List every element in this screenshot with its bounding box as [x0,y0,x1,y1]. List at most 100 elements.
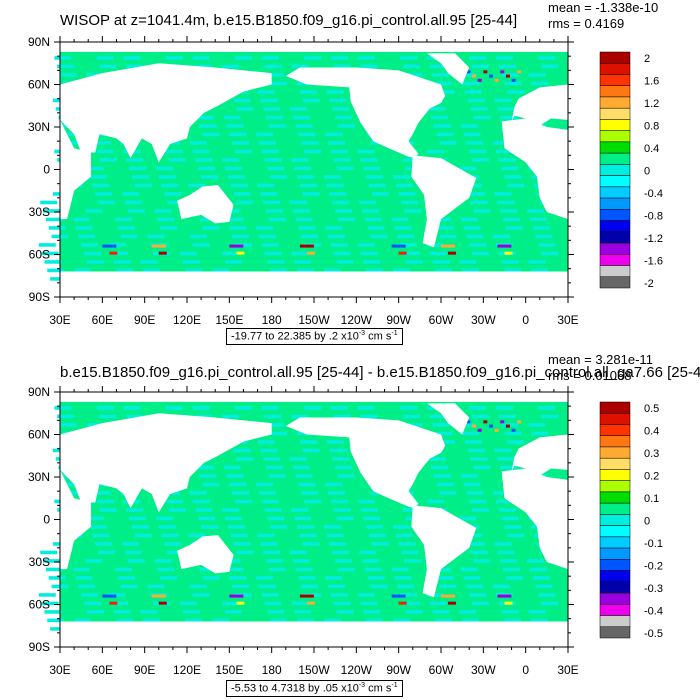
x-tick-label: 90E [134,313,155,327]
land-mass [60,413,272,513]
land-mass [285,417,446,509]
ocean-band [435,618,453,623]
colorbar-swatch [599,424,631,436]
anomaly-patch [488,74,493,78]
ocean-band [258,491,276,495]
ocean-band [304,499,322,504]
ocean-band [98,200,116,205]
ocean-band [436,576,454,580]
ocean-band [472,251,489,256]
ocean-band [258,141,276,145]
panel-2-rms: rms = 0.01068 [548,368,632,383]
y-tick-label: 90N [28,385,50,399]
anomaly-patch [102,594,117,598]
colorbar-swatch [599,254,631,266]
colorbar-swatch [599,480,631,493]
ocean-band [110,251,128,256]
ocean-band [357,593,375,597]
ocean-band [113,610,131,614]
ocean-band [126,508,144,512]
ocean-band [54,406,72,410]
land-mass [411,505,477,598]
ocean-band [470,107,488,111]
ocean-band [236,107,254,111]
ocean-band [529,567,547,572]
ocean-band [528,423,546,427]
ocean-band [360,414,378,419]
colorbar-swatch [599,502,631,515]
ocean-band [429,251,447,256]
ocean-band [154,559,172,563]
anomaly-patch [494,78,499,82]
ocean-band [429,64,447,69]
ocean-band [391,217,409,222]
ocean-band [230,183,248,188]
ocean-band [470,550,488,555]
x-tick-label: 90W [386,313,411,327]
ocean-band [201,175,219,179]
anomaly-patch [477,78,482,82]
colorbar-label: 0.4 [644,143,659,155]
land-mass [60,119,92,220]
ocean-band [426,149,444,154]
ocean-band [226,124,244,128]
ocean-band [160,226,178,230]
panel-2-map: 30E 60E 90E 120E 150E 180 150W 120W 90W 60W 30W 0 30… [28,385,663,677]
ocean-band [92,183,110,188]
ocean-band [123,56,141,60]
ocean-band [497,107,515,111]
ocean-band [538,593,556,597]
ocean-band [43,209,60,213]
anomaly-patch [472,74,477,78]
panel-1-contour-info: -19.77 to 22.385 by .2 x10-3 cm s-1 [226,328,403,345]
ocean-band [405,260,423,264]
colorbar-label: -0.4 [644,188,663,200]
ocean-band [295,217,313,222]
ocean-band [459,73,477,77]
ocean-band [494,98,512,103]
ocean-band [223,465,241,470]
ocean-band [529,217,547,222]
land-mass [426,403,470,435]
ocean-band [295,567,313,572]
anomaly-patch [517,70,522,74]
ocean-band [158,525,176,529]
ocean-band [40,550,58,555]
ocean-band [337,217,355,222]
anomaly-patch [448,601,457,605]
ocean-band [304,56,322,60]
ocean-band [325,226,343,230]
ocean-band [229,576,247,580]
ocean-band [496,406,513,410]
colorbar-swatch [599,74,631,86]
ocean-band [363,610,381,614]
ocean-band [333,414,351,419]
colorbar-swatch [599,152,631,165]
ocean-band [45,567,63,572]
ocean-band [234,56,252,60]
ocean-band [266,559,283,563]
ocean-band [397,234,415,239]
y-tick-label: 60N [28,428,50,442]
land-mass [60,63,272,163]
ocean-band [400,56,418,60]
anomaly-patch [158,251,167,255]
colorbar-label: 0.8 [644,121,659,133]
ocean-band [531,431,549,436]
ocean-band [270,175,288,179]
ocean-band [501,516,519,521]
colorbar-swatch [599,412,631,425]
ocean-band [47,618,65,623]
ocean-band [294,166,312,171]
ocean-band [538,406,556,410]
anomaly-patch [505,424,510,428]
ocean-band [359,550,377,555]
ocean-band [297,268,314,273]
ocean-band [433,474,451,478]
ocean-band [264,601,282,606]
ocean-band [405,610,423,614]
ocean-band [333,508,351,512]
panel-1-title: WISOP at z=1041.4m, b.e15.B1850.f09_g16.… [60,12,518,29]
ocean-band [298,482,316,487]
ocean-band [122,542,140,546]
